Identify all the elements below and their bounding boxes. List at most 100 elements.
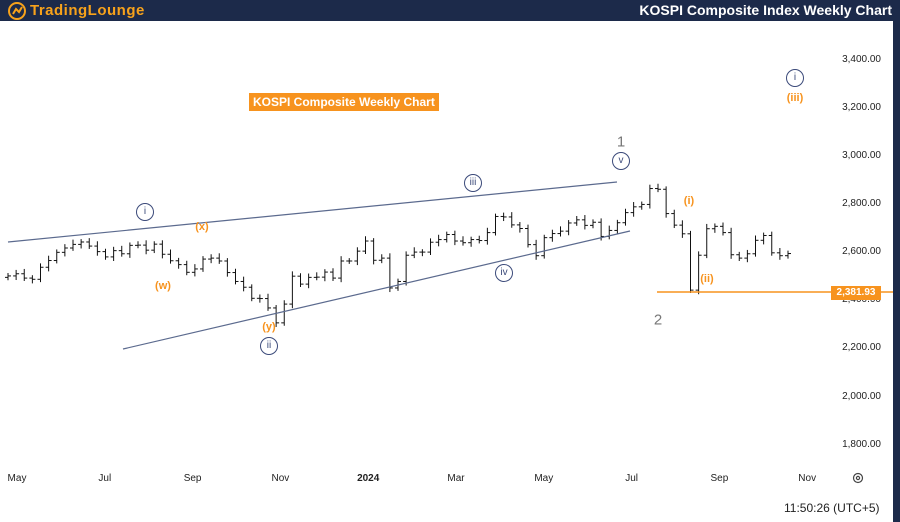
y-tick-label: 1,800.00 [842,438,881,450]
ohlc-bar [468,236,475,247]
ohlc-bar [313,272,320,281]
chart-area[interactable] [0,21,893,488]
ohlc-bar [671,209,678,229]
ohlc-bar [159,240,166,259]
ohlc-bar [143,240,150,255]
ohlc-bar [321,269,328,282]
ohlc-bar [687,230,694,294]
ohlc-bar [175,257,182,269]
ohlc-bar [492,213,499,236]
y-tick-label: 2,000.00 [842,390,881,402]
y-tick-label: 2,200.00 [842,342,881,354]
ohlc-bar [86,238,93,249]
wave-iii-label: iii [464,174,482,192]
ohlc-bar [760,232,767,245]
settings-icon[interactable] [852,472,864,484]
y-tick-label: 2,800.00 [842,197,881,209]
ohlc-bar [565,220,572,236]
ohlc-bar [411,247,418,259]
ohlc-bar [265,293,271,311]
ohlc-bar [5,273,11,281]
wave-y-label: (y) [262,321,276,333]
wave-iii-orange-label: (iii) [786,92,804,104]
ohlc-bar [744,249,751,263]
ohlc-bar [541,234,548,259]
ohlc-bar [338,256,345,283]
ohlc-bar [451,230,458,246]
ohlc-bar [776,248,783,260]
ohlc-bar [386,253,393,293]
ohlc-bar [581,215,588,230]
y-tick-label: 3,200.00 [842,101,881,113]
wave-i-label: i [136,203,154,221]
ohlc-bar [419,249,426,257]
x-tick-label: Jul [625,473,638,484]
x-tick-label: 2024 [357,473,380,484]
ohlc-bar [346,258,353,264]
ohlc-bar [289,271,296,309]
upper-channel-line [7,181,618,243]
ohlc-bar [606,225,613,240]
ohlc-bar [78,239,85,249]
ohlc-bar [13,269,20,281]
wave-2-label: 2 [653,311,663,329]
logo-icon [8,1,26,20]
ohlc-bar [118,245,125,257]
lower-channel-line [122,230,631,350]
current-price-badge: 2,381.93 [831,286,881,300]
ohlc-bar [728,227,735,259]
ohlc-bar [573,215,580,226]
ohlc-bar [516,222,523,233]
x-tick-label: Nov [271,473,290,484]
ohlc-bar [191,264,198,277]
ohlc-bar [110,246,117,261]
ohlc-bar [378,254,385,264]
ohlc-bar [630,202,637,217]
ohlc-bar [70,239,76,251]
ohlc-bar [216,253,223,264]
x-tick-label: Mar [447,473,465,484]
ohlc-bar [362,236,369,255]
ohlc-bar [370,238,377,265]
wave-iv-label: iv [495,264,513,282]
x-tick-label: Sep [710,473,729,484]
wave-i-orange-label: (i) [683,195,695,207]
ohlc-bar [476,235,483,244]
ohlc-bar [330,268,336,281]
wave-v-label: v [612,152,630,170]
ohlc-bar [240,276,247,292]
ohlc-bar [638,201,645,210]
ohlc-bar [45,255,52,272]
ohlc-bar [703,223,710,259]
ohlc-bar [232,268,239,285]
ohlc-bar [711,223,718,233]
x-tick-label: May [534,473,554,484]
ohlc-bar [549,229,556,242]
clock-display: 11:50:26 (UTC+5) [784,501,880,515]
ohlc-bar [533,239,540,260]
ohlc-bar [557,226,564,237]
y-tick-label: 3,400.00 [842,53,881,65]
ohlc-bar [720,222,726,236]
x-tick-label: Sep [183,473,202,484]
ohlc-bar [655,183,661,193]
ohlc-bar [598,218,605,241]
ohlc-bar [768,231,775,256]
ohlc-bar [297,273,304,287]
ohlc-bar [484,227,491,245]
x-tick-label: Nov [798,473,817,484]
ohlc-bar [94,241,101,256]
logo-text: TradingLounge [30,2,145,19]
ohlc-bar [183,260,190,276]
wave-i-right-label: i [786,69,804,87]
ohlc-bar [61,244,68,257]
ohlc-bar [679,220,686,238]
y-tick-label: 2,600.00 [842,246,881,258]
ohlc-bar [663,186,670,218]
wave-ii-label: ii [260,337,278,355]
ohlc-bar [403,251,410,286]
ohlc-bar [248,284,255,302]
top-bar: TradingLounge KOSPI Composite Index Week… [0,0,900,21]
ohlc-bar [695,251,702,295]
